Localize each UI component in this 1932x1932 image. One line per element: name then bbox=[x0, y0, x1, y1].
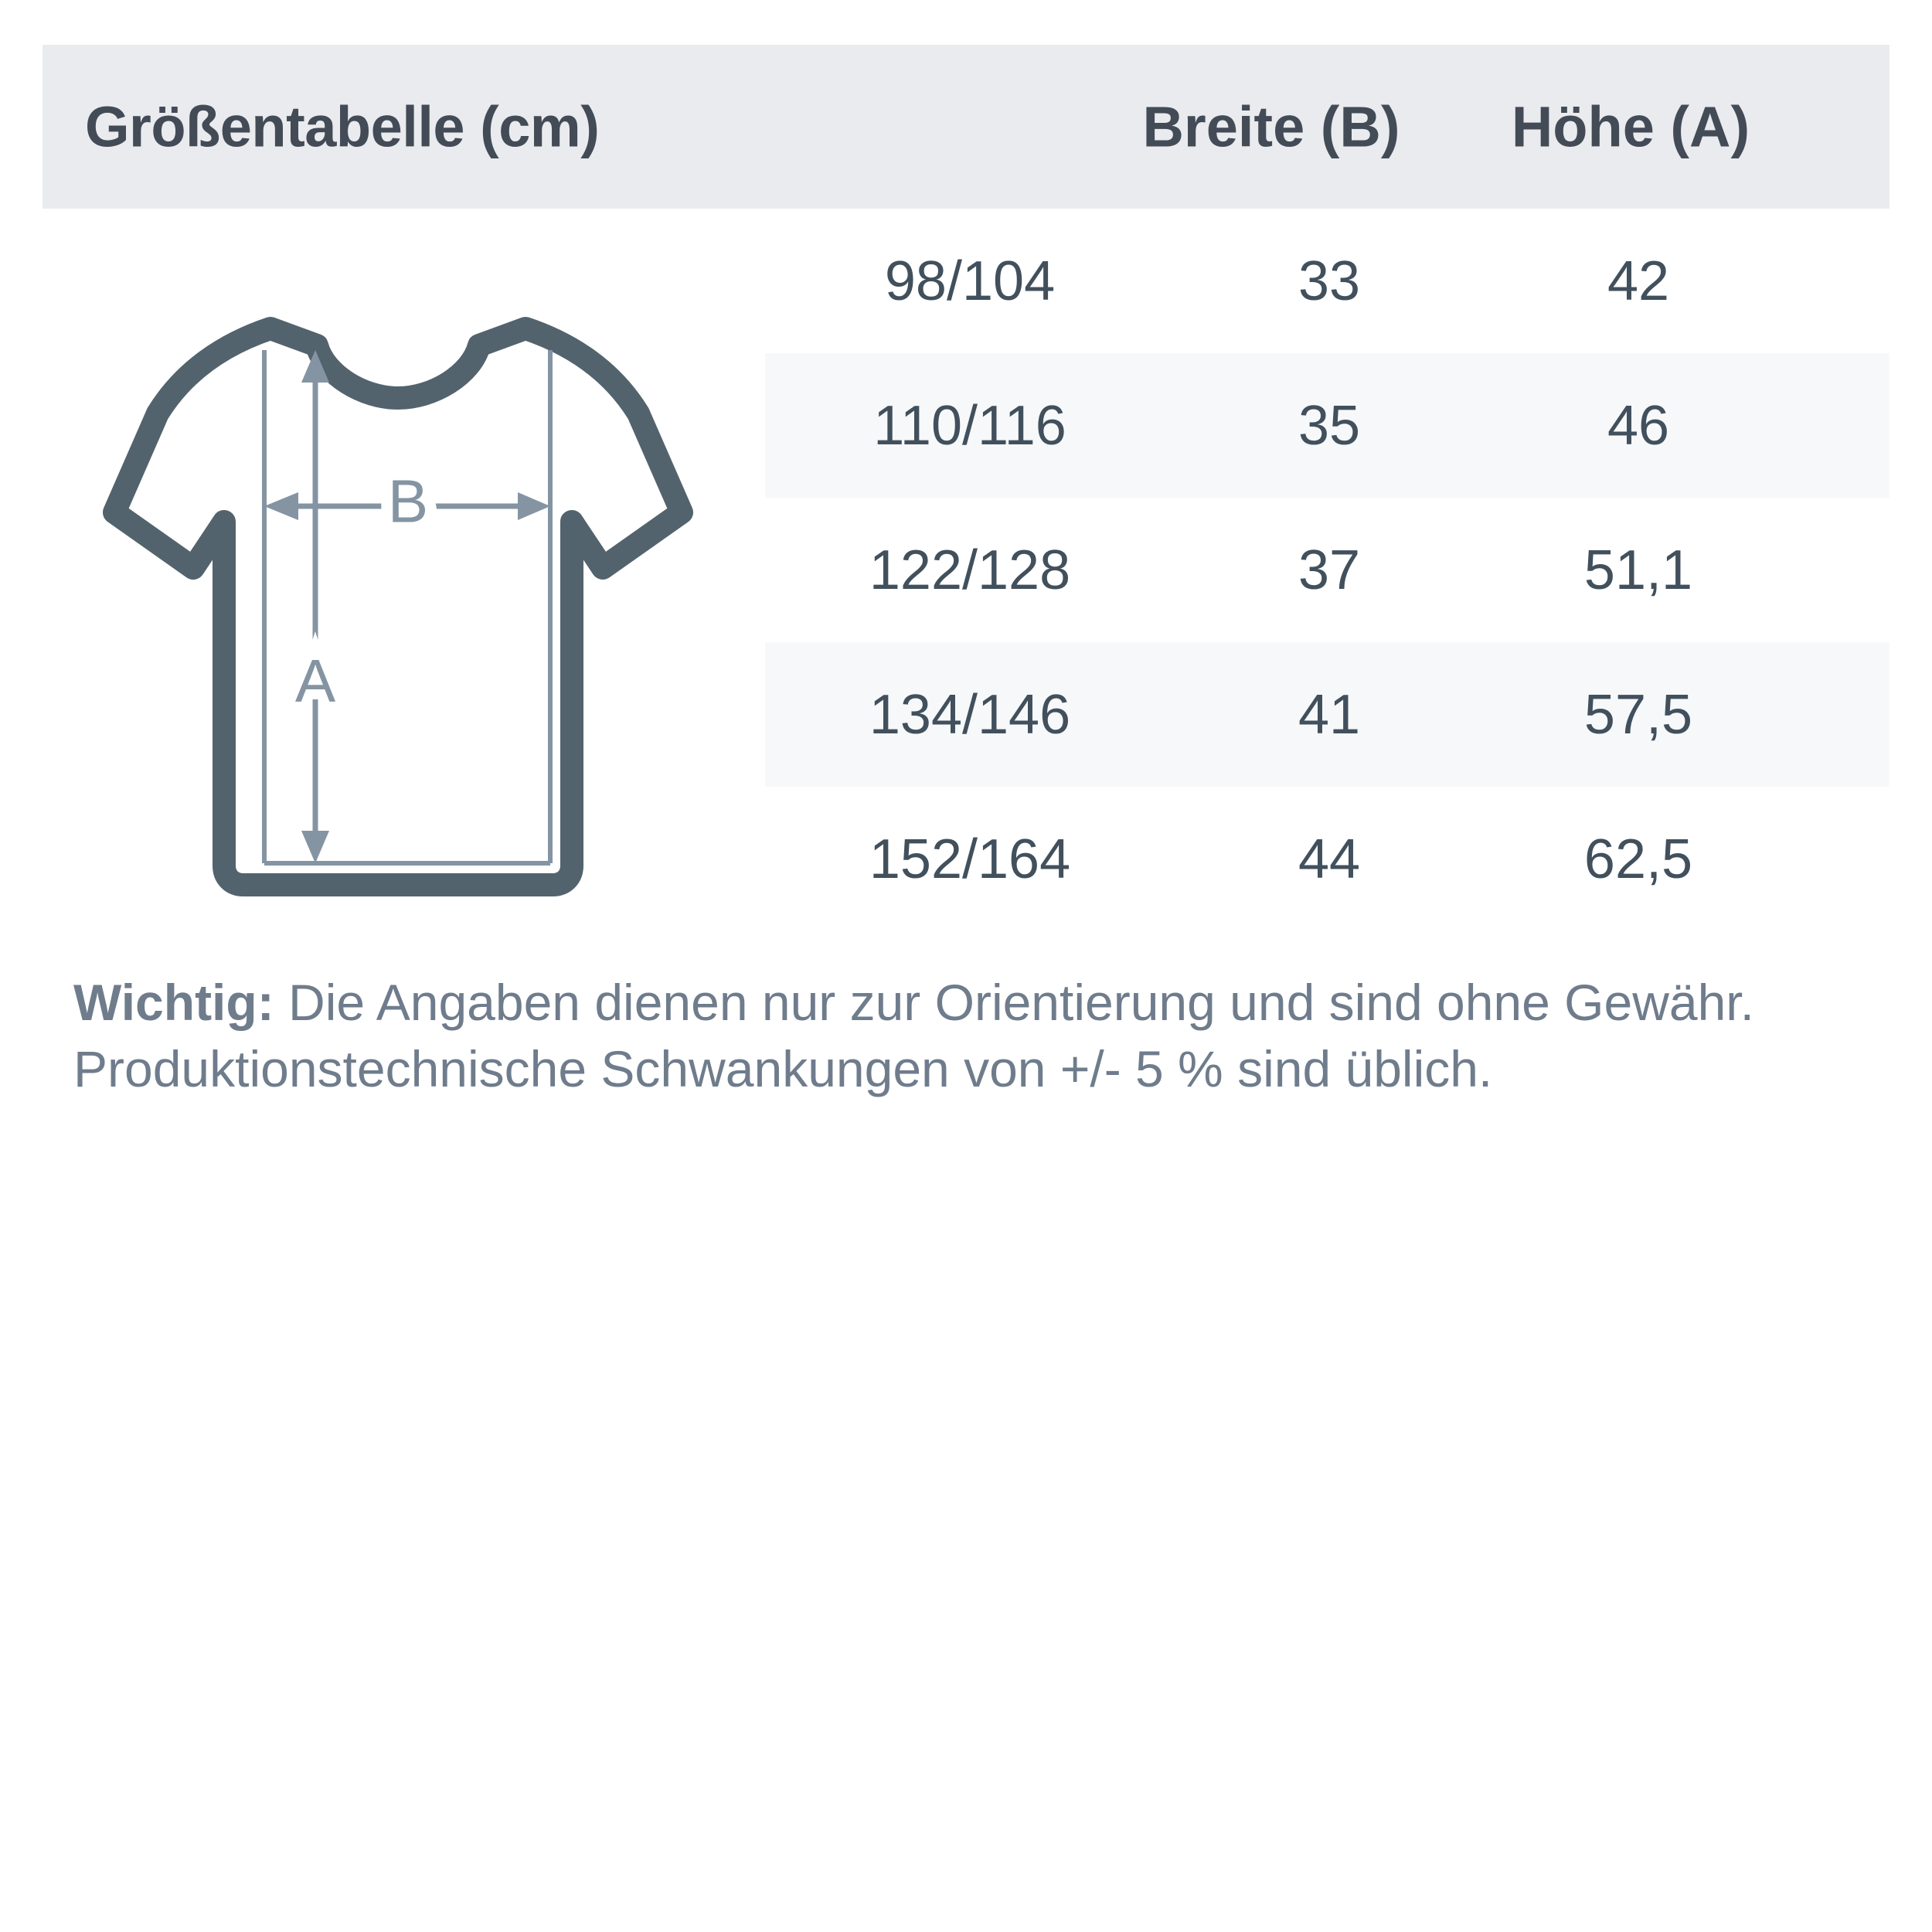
size-table: 98/104 33 42 110/116 35 46 122/128 37 51… bbox=[765, 209, 1889, 931]
cell-width: 35 bbox=[1298, 394, 1361, 457]
height-measure-arrow bbox=[301, 350, 329, 863]
table-row: 98/104 33 42 bbox=[765, 209, 1889, 353]
cell-height: 42 bbox=[1607, 250, 1670, 312]
column-header-height: Höhe (A) bbox=[1511, 94, 1750, 159]
cell-height: 46 bbox=[1607, 394, 1670, 457]
svg-text:A: A bbox=[295, 647, 335, 715]
cell-width: 33 bbox=[1298, 250, 1361, 312]
cell-size: 110/116 bbox=[873, 394, 1066, 457]
table-row: 134/146 41 57,5 bbox=[765, 642, 1889, 787]
table-row: 152/164 44 62,5 bbox=[765, 787, 1889, 931]
table-header-band: Größentabelle (cm) Breite (B) Höhe (A) bbox=[43, 45, 1889, 209]
tshirt-diagram: A A B B bbox=[93, 290, 703, 916]
cell-size: 122/128 bbox=[869, 539, 1071, 601]
table-row: 110/116 35 46 bbox=[765, 353, 1889, 498]
disclaimer-strong: Wichtig: bbox=[73, 974, 274, 1031]
page-title: Größentabelle (cm) bbox=[85, 94, 600, 159]
cell-height: 57,5 bbox=[1583, 683, 1693, 746]
cell-size: 152/164 bbox=[869, 828, 1071, 890]
cell-size: 134/146 bbox=[869, 683, 1071, 746]
cell-height: 62,5 bbox=[1583, 828, 1693, 890]
table-row: 122/128 37 51,1 bbox=[765, 498, 1889, 642]
tshirt-outline-icon bbox=[103, 317, 693, 896]
disclaimer-note: Wichtig: Die Angaben dienen nur zur Orie… bbox=[73, 970, 1874, 1103]
column-header-width: Breite (B) bbox=[1142, 94, 1400, 159]
cell-width: 37 bbox=[1298, 539, 1361, 601]
cell-width: 41 bbox=[1298, 683, 1361, 746]
disclaimer-text: Die Angaben dienen nur zur Orientierung … bbox=[73, 974, 1754, 1097]
measure-guide-lines bbox=[262, 350, 553, 866]
width-measure-arrow bbox=[264, 492, 550, 520]
cell-size: 98/104 bbox=[884, 250, 1056, 312]
cell-height: 51,1 bbox=[1583, 539, 1693, 601]
height-label: A bbox=[295, 647, 335, 715]
width-label: B bbox=[388, 468, 428, 536]
cell-width: 44 bbox=[1298, 828, 1361, 890]
